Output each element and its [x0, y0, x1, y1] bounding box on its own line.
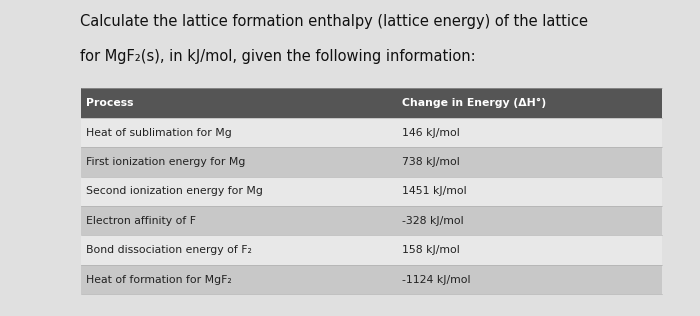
- Bar: [80, 206, 662, 235]
- Text: Process: Process: [86, 98, 134, 108]
- Text: Change in Energy (ΔH°): Change in Energy (ΔH°): [402, 98, 547, 108]
- Text: 146 kJ/mol: 146 kJ/mol: [402, 128, 461, 137]
- Text: Calculate the lattice formation enthalpy (lattice energy) of the lattice: Calculate the lattice formation enthalpy…: [80, 14, 589, 29]
- Text: 738 kJ/mol: 738 kJ/mol: [402, 157, 461, 167]
- Bar: [80, 265, 662, 294]
- Bar: [80, 235, 662, 265]
- Text: 1451 kJ/mol: 1451 kJ/mol: [402, 186, 467, 196]
- Text: Heat of formation for MgF₂: Heat of formation for MgF₂: [86, 275, 232, 284]
- Text: Second ionization energy for Mg: Second ionization energy for Mg: [86, 186, 263, 196]
- Bar: [80, 147, 662, 177]
- Text: -328 kJ/mol: -328 kJ/mol: [402, 216, 464, 226]
- Text: for MgF₂(s), in kJ/mol, given the following information:: for MgF₂(s), in kJ/mol, given the follow…: [80, 49, 476, 64]
- Text: Heat of sublimation for Mg: Heat of sublimation for Mg: [86, 128, 232, 137]
- Bar: [80, 177, 662, 206]
- Bar: [80, 118, 662, 147]
- Text: 158 kJ/mol: 158 kJ/mol: [402, 245, 461, 255]
- Text: First ionization energy for Mg: First ionization energy for Mg: [86, 157, 246, 167]
- Bar: [80, 88, 662, 118]
- Text: Bond dissociation energy of F₂: Bond dissociation energy of F₂: [86, 245, 252, 255]
- Text: Electron affinity of F: Electron affinity of F: [86, 216, 196, 226]
- Text: -1124 kJ/mol: -1124 kJ/mol: [402, 275, 471, 284]
